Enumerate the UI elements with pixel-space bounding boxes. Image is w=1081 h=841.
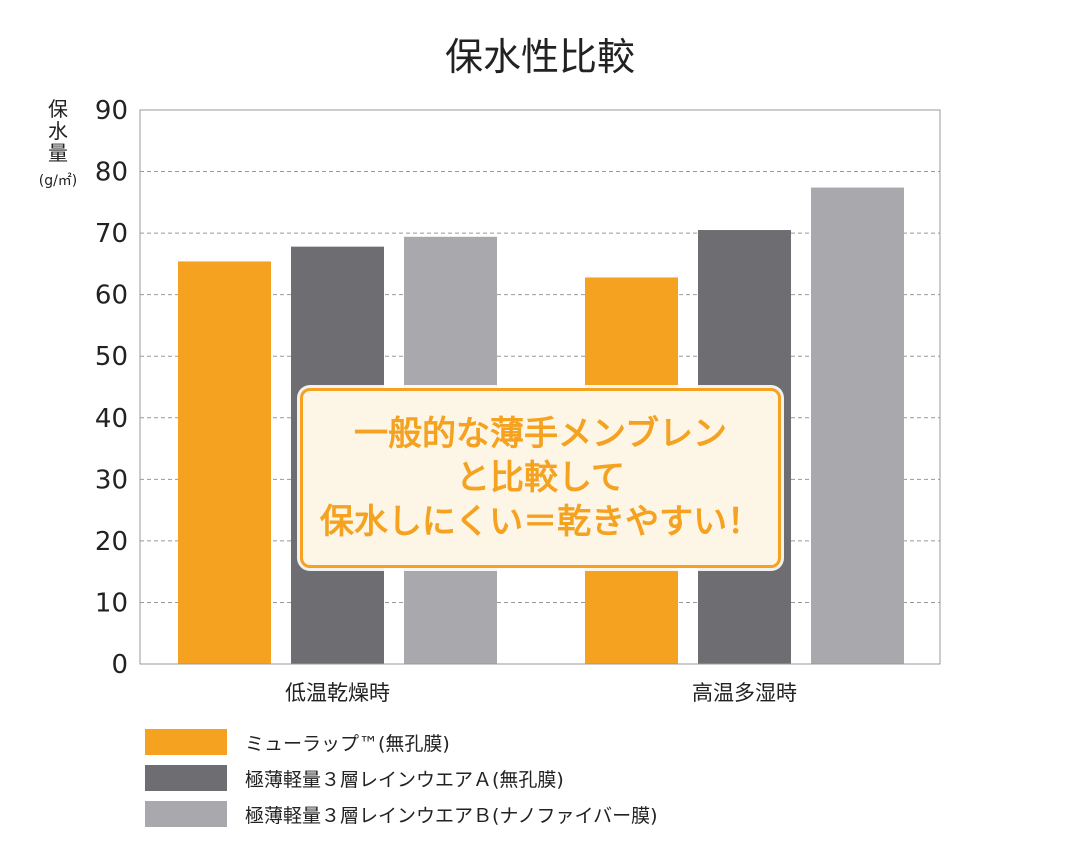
y-tick-label: 80 [95, 158, 128, 188]
x-axis-labels: 低温乾燥時 高温多湿時 [285, 681, 797, 705]
x-tick-label: 低温乾燥時 [285, 681, 390, 705]
bar [811, 187, 904, 664]
legend-swatch [145, 801, 227, 827]
y-tick-label: 40 [95, 404, 128, 434]
y-tick-label: 50 [95, 342, 128, 372]
legend-label: 極薄軽量３層レインウエアＢ(ナノファイバー膜) [245, 804, 658, 827]
y-tick-label: 30 [95, 465, 128, 495]
y-axis-label-char: 水 [48, 119, 68, 143]
y-axis-label-char: 保 [48, 97, 68, 121]
plot-frame [139, 109, 941, 665]
callout-line: 保水しにくい＝乾きやすい！ [319, 502, 762, 542]
chart-title: 保水性比較 [445, 35, 635, 79]
legend-item: 極薄軽量３層レインウエアＢ(ナノファイバー膜) [145, 798, 658, 830]
y-axis-label: 保 水 量 (g/㎡) [28, 98, 88, 190]
bars [178, 187, 904, 665]
y-axis-ticks: 0 10 20 30 40 50 60 70 80 90 [95, 96, 128, 680]
callout-line: と比較して [456, 458, 625, 498]
legend-swatch [145, 765, 227, 791]
legend-label: ミューラップ™(無孔膜) [245, 732, 450, 755]
callout-line: 一般的な薄手メンブレン [354, 414, 727, 454]
legend: ミューラップ™(無孔膜) 極薄軽量３層レインウエアＡ(無孔膜) 極薄軽量３層レイ… [145, 726, 658, 834]
y-tick-label: 90 [95, 96, 128, 126]
y-axis-label-char: 量 [48, 141, 68, 165]
y-axis-unit: (g/㎡) [38, 173, 78, 189]
legend-item: ミューラップ™(無孔膜) [145, 726, 658, 758]
y-tick-label: 60 [95, 281, 128, 311]
legend-item: 極薄軽量３層レインウエアＡ(無孔膜) [145, 762, 658, 794]
legend-label: 極薄軽量３層レインウエアＡ(無孔膜) [245, 768, 564, 791]
bar [178, 261, 271, 664]
callout-box: 一般的な薄手メンブレン と比較して 保水しにくい＝乾きやすい！ [300, 388, 781, 568]
legend-swatch [145, 729, 227, 755]
x-tick-label: 高温多湿時 [692, 681, 797, 705]
y-tick-label: 10 [95, 588, 128, 618]
y-tick-label: 0 [111, 650, 128, 680]
y-tick-label: 70 [95, 219, 128, 249]
y-tick-label: 20 [95, 527, 128, 557]
